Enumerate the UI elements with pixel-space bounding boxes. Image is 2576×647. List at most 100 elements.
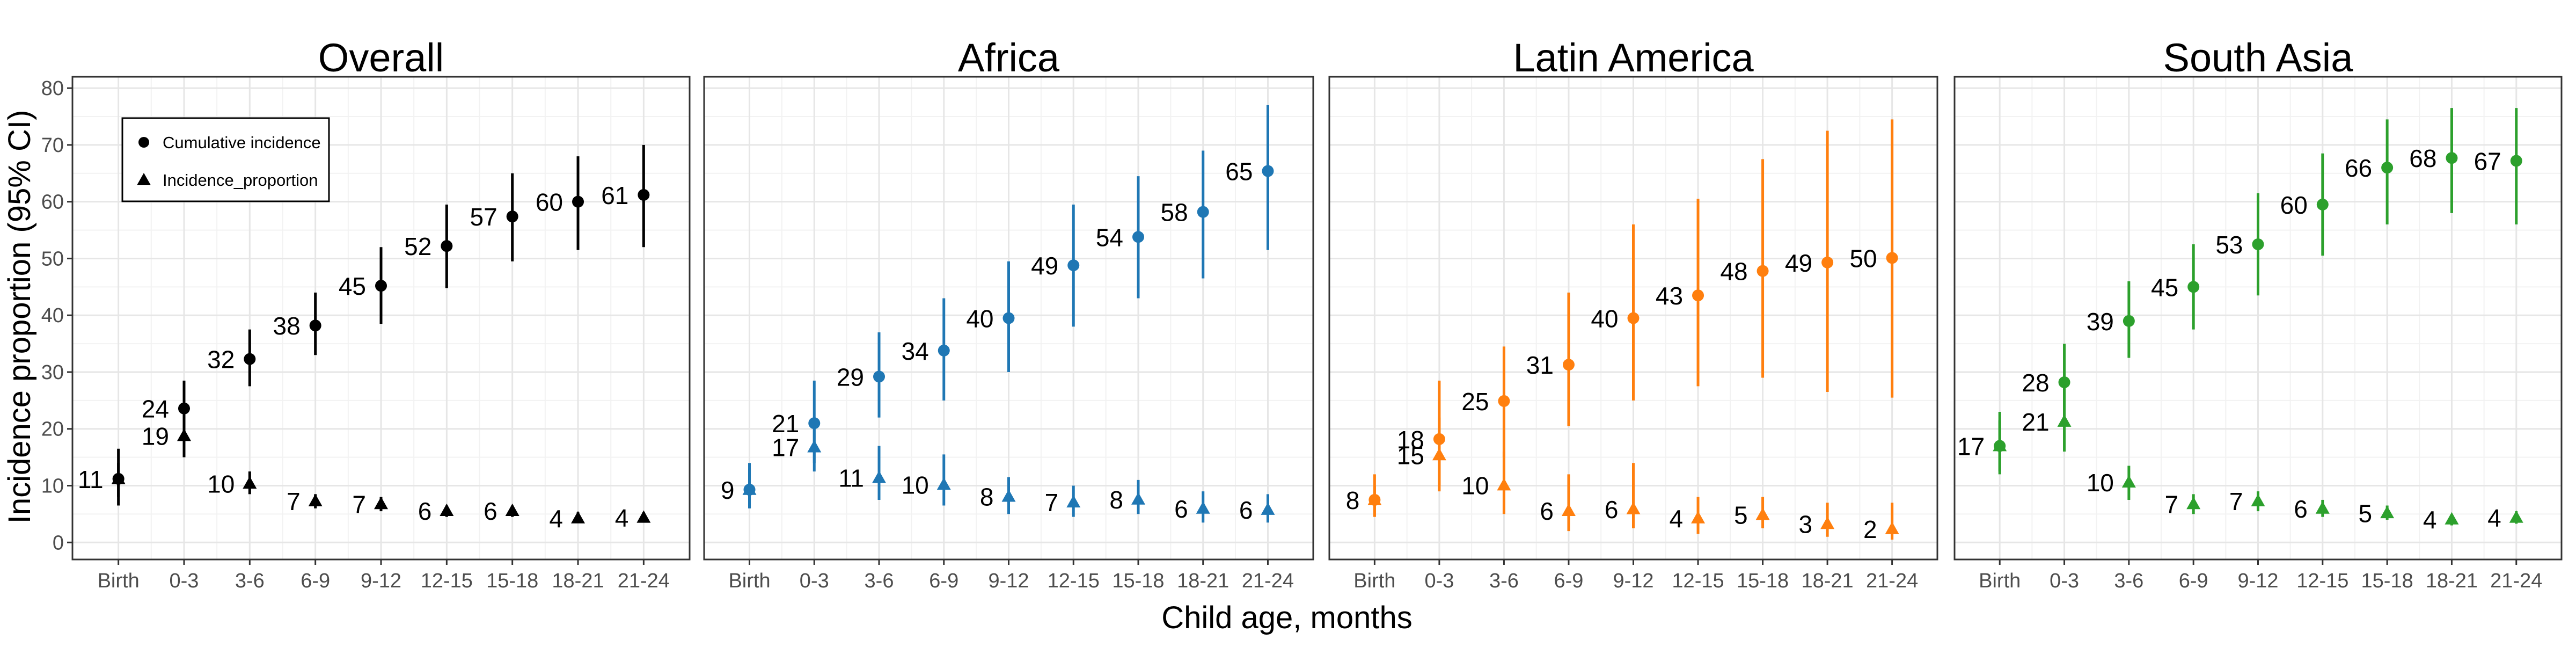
point-value-label: 18 — [1397, 426, 1424, 454]
point-value-label: 4 — [615, 504, 629, 532]
cumulative-point — [1886, 252, 1898, 264]
x-tick-label: 0-3 — [2050, 570, 2079, 592]
panel-1: Africa Birth 0-3 3-6 6-9 9-12 12-15 15-18 18-21 2… — [703, 35, 1314, 592]
x-tick-label: 6-9 — [929, 570, 958, 592]
point-value-label: 67 — [2474, 148, 2501, 176]
point-value-label: 65 — [1225, 158, 1253, 186]
cumulative-point — [2510, 155, 2522, 167]
point-value-label: 2 — [1863, 515, 1877, 543]
y-tick-label: 80 — [41, 77, 64, 100]
x-tick-label: 18-21 — [2426, 570, 2478, 592]
point-value-label: 34 — [902, 337, 929, 365]
point-value-label: 57 — [470, 203, 497, 231]
panel-title: Latin America — [1513, 35, 1754, 80]
incidence-point — [807, 440, 822, 453]
point-value-label: 15 — [1397, 441, 1424, 469]
x-tick-label: Birth — [1353, 570, 1395, 592]
incidence-point — [111, 471, 126, 484]
incidence-point — [1691, 511, 1706, 524]
point-value-label: 29 — [837, 363, 864, 391]
point-value-label: 43 — [1656, 282, 1683, 310]
x-tick-label: 9-12 — [2237, 570, 2278, 592]
point-value-label: 7 — [2229, 488, 2243, 515]
x-tick-label: 21-24 — [2490, 570, 2542, 592]
cumulative-point — [1627, 312, 1640, 324]
point-value-label: 4 — [2423, 506, 2437, 534]
point-value-label: 4 — [549, 505, 563, 533]
point-value-label: 45 — [339, 272, 366, 300]
point-value-label: 7 — [352, 490, 366, 518]
incidence-point — [243, 476, 257, 489]
x-tick-label: 18-21 — [1801, 570, 1853, 592]
cumulative-point — [2252, 238, 2264, 251]
cumulative-point — [873, 370, 885, 383]
point-value-label: 4 — [1669, 505, 1683, 533]
y-tick-label: 50 — [41, 248, 64, 270]
legend-triangle-icon — [137, 173, 151, 185]
x-tick-label: 18-21 — [552, 570, 604, 592]
x-tick-label: 9-12 — [1613, 570, 1653, 592]
point-value-label: 40 — [1591, 305, 1618, 333]
point-value-label: 8 — [980, 483, 994, 511]
cumulative-point — [2058, 376, 2070, 389]
incidence-point — [1367, 492, 1382, 505]
cumulative-point — [375, 280, 387, 292]
x-tick-label: 15-18 — [486, 570, 538, 592]
panel-2: Latin America Birth 0-3 3-6 6-9 9-12 12-15 15-1… — [1328, 35, 1938, 592]
point-value-label: 8 — [1346, 486, 1360, 514]
point-value-label: 38 — [273, 312, 300, 340]
incidence-point — [1820, 517, 1835, 529]
point-value-label: 54 — [1096, 223, 1123, 251]
cumulative-point — [178, 402, 190, 415]
x-tick-label: 18-21 — [1177, 570, 1229, 592]
cumulative-point — [506, 210, 518, 223]
x-tick-label: 3-6 — [235, 570, 265, 592]
point-value-label: 45 — [2151, 273, 2178, 301]
cumulative-point — [309, 319, 321, 332]
panels-group: Overall 0 10 20 30 40 50 60 70 80 Birth 0-3 3-6 6-9 9-… — [41, 35, 2563, 592]
point-value-label: 10 — [902, 471, 929, 499]
point-value-label: 48 — [1720, 258, 1747, 286]
x-tick-label: Birth — [98, 570, 140, 592]
incidence-point — [1885, 521, 1899, 534]
point-value-label: 60 — [2280, 191, 2308, 219]
x-tick-label: 6-9 — [301, 570, 330, 592]
point-value-label: 53 — [2215, 231, 2243, 259]
x-tick-label: 21-24 — [618, 570, 670, 592]
incidence-point — [1432, 448, 1446, 461]
y-axis-title: Incidence proportion (95% CI) — [2, 110, 37, 524]
point-value-label: 6 — [484, 497, 497, 525]
incidence-point — [742, 482, 757, 495]
incidence-point — [2186, 497, 2201, 510]
incidence-point — [177, 428, 191, 441]
x-tick-label: 12-15 — [1048, 570, 1100, 592]
point-value-label: 3 — [1799, 510, 1813, 538]
incidence-point — [1561, 503, 1576, 516]
incidence-point — [440, 503, 454, 516]
incidence-point — [571, 511, 586, 524]
legend-box — [121, 117, 330, 202]
point-value-label: 11 — [78, 466, 104, 493]
incidence-point — [374, 497, 388, 510]
legend-label: Cumulative incidence — [163, 133, 321, 152]
point-value-label: 7 — [287, 488, 301, 515]
point-value-label: 9 — [721, 476, 735, 504]
point-value-label: 24 — [142, 395, 169, 423]
point-value-label: 49 — [1031, 252, 1058, 280]
incidence-point — [1131, 492, 1145, 505]
y-tick-label: 60 — [41, 191, 64, 214]
point-value-label: 11 — [838, 464, 864, 492]
cumulative-point — [572, 195, 584, 208]
incidence-point — [2445, 512, 2459, 525]
point-value-label: 39 — [2087, 308, 2114, 336]
incidence-point — [2509, 510, 2523, 523]
y-tick-label: 10 — [41, 475, 64, 498]
incidence-point — [505, 503, 519, 516]
x-tick-label: 21-24 — [1242, 570, 1294, 592]
x-tick-label: 3-6 — [2114, 570, 2143, 592]
panel-3: South Asia Birth 0-3 3-6 6-9 9-12 12-15 15-18 18… — [1953, 35, 2563, 592]
incidence-point — [2315, 501, 2330, 514]
point-value-label: 68 — [2409, 144, 2436, 172]
x-tick-label: 0-3 — [800, 570, 829, 592]
point-value-label: 66 — [2345, 154, 2372, 182]
